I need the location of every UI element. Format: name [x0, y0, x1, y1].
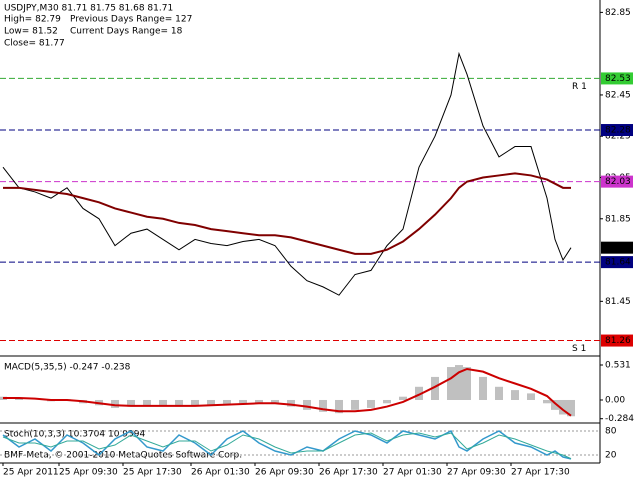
macd-bar	[495, 386, 503, 400]
x-tick-label: 25 Apr 17:30	[123, 468, 182, 478]
macd-bar	[271, 399, 279, 404]
macd-bar	[383, 399, 391, 404]
macd-bar	[567, 399, 575, 417]
stoch-label: Stoch(10,3,3) 10.3704 10.9394	[4, 430, 145, 440]
price-line	[3, 172, 571, 255]
info: Low= 81.52	[4, 27, 58, 37]
macd-bar	[447, 367, 455, 400]
level-label: S 1	[572, 344, 586, 354]
y-tick-label: 20	[605, 451, 617, 461]
y-tick-label: 0.531	[605, 360, 631, 370]
stoch-main	[2, 429, 572, 460]
price-label: 82.03	[605, 177, 631, 187]
macd-bar	[335, 399, 343, 414]
macd-bar	[111, 399, 119, 408]
y-tick-label: -0.284	[605, 414, 634, 424]
price-line	[2, 51, 572, 296]
x-tick-label: 27 Apr 01:30	[383, 468, 442, 478]
macd-bar	[415, 386, 423, 400]
y-tick-label: 81.85	[605, 214, 631, 224]
y-tick-label: 82.85	[605, 8, 631, 18]
stoch-signal	[2, 432, 572, 460]
price-label: 81.26	[605, 336, 631, 346]
macd-bar	[143, 399, 151, 406]
macd-bar	[551, 399, 559, 410]
x-tick-label: 26 Apr 17:30	[319, 468, 378, 478]
macd-bar	[191, 399, 199, 406]
info: Close= 81.77	[4, 39, 65, 49]
macd-bar	[303, 399, 311, 410]
price-label-box	[601, 124, 633, 137]
info: High= 82.79	[4, 15, 61, 25]
symbol: USDJPY,M30 81.71 81.75 81.68 81.71	[4, 4, 173, 14]
price-label: 81.71	[605, 243, 631, 253]
macd-signal	[3, 367, 572, 417]
macd-bar	[559, 399, 567, 415]
price-label: 82.53	[605, 74, 631, 84]
watermark: BMF-Meta, © 2001-2010 MetaQuotes Softwar…	[4, 451, 242, 461]
macd-label: MACD(5,35,5) -0.247 -0.238	[4, 363, 131, 373]
macd-bar	[319, 399, 327, 412]
macd-bar	[207, 399, 215, 405]
macd-bar	[239, 399, 247, 404]
macd-bar	[367, 399, 375, 408]
macd-bar	[15, 398, 23, 400]
macd-bar	[455, 365, 463, 400]
level-label: R 1	[572, 82, 587, 92]
macd-bar	[543, 399, 551, 404]
y-tick-label: 0.00	[605, 395, 625, 405]
macd-bar	[159, 399, 167, 406]
macd-bar	[399, 396, 407, 400]
x-tick-label: 26 Apr 01:30	[191, 468, 250, 478]
y-tick-label: 81.45	[605, 297, 631, 307]
macd-bar	[351, 399, 359, 410]
info: Previous Days Range= 127	[70, 15, 192, 25]
x-tick-label: 27 Apr 09:30	[447, 468, 506, 478]
macd-bar	[527, 393, 535, 400]
x-tick-label: 26 Apr 09:30	[255, 468, 314, 478]
macd-bar	[255, 399, 263, 403]
macd-bar	[431, 376, 439, 400]
macd-bar	[127, 399, 135, 407]
price-label-box	[601, 72, 633, 85]
y-tick-label: 82.45	[605, 90, 631, 100]
price-label-box	[601, 175, 633, 188]
macd-bar	[287, 399, 295, 407]
x-tick-label: 25 Apr 2011	[3, 468, 59, 478]
macd-bar	[511, 390, 519, 400]
macd-bar	[463, 367, 471, 400]
macd-bar	[175, 399, 183, 407]
y-tick-label: 82.25	[605, 132, 631, 142]
x-tick-label: 25 Apr 09:30	[59, 468, 118, 478]
price-label-box	[601, 241, 633, 254]
x-tick-label: 27 Apr 17:30	[511, 468, 570, 478]
macd-bar	[479, 376, 487, 400]
info: Current Days Range= 18	[70, 27, 183, 37]
price-label: 81.64	[605, 258, 631, 268]
y-tick-label: 80	[605, 427, 617, 437]
price-label-box	[601, 334, 633, 347]
price-label: 82.28	[605, 126, 631, 136]
macd-bar	[223, 399, 231, 404]
price-label-box	[601, 256, 633, 269]
